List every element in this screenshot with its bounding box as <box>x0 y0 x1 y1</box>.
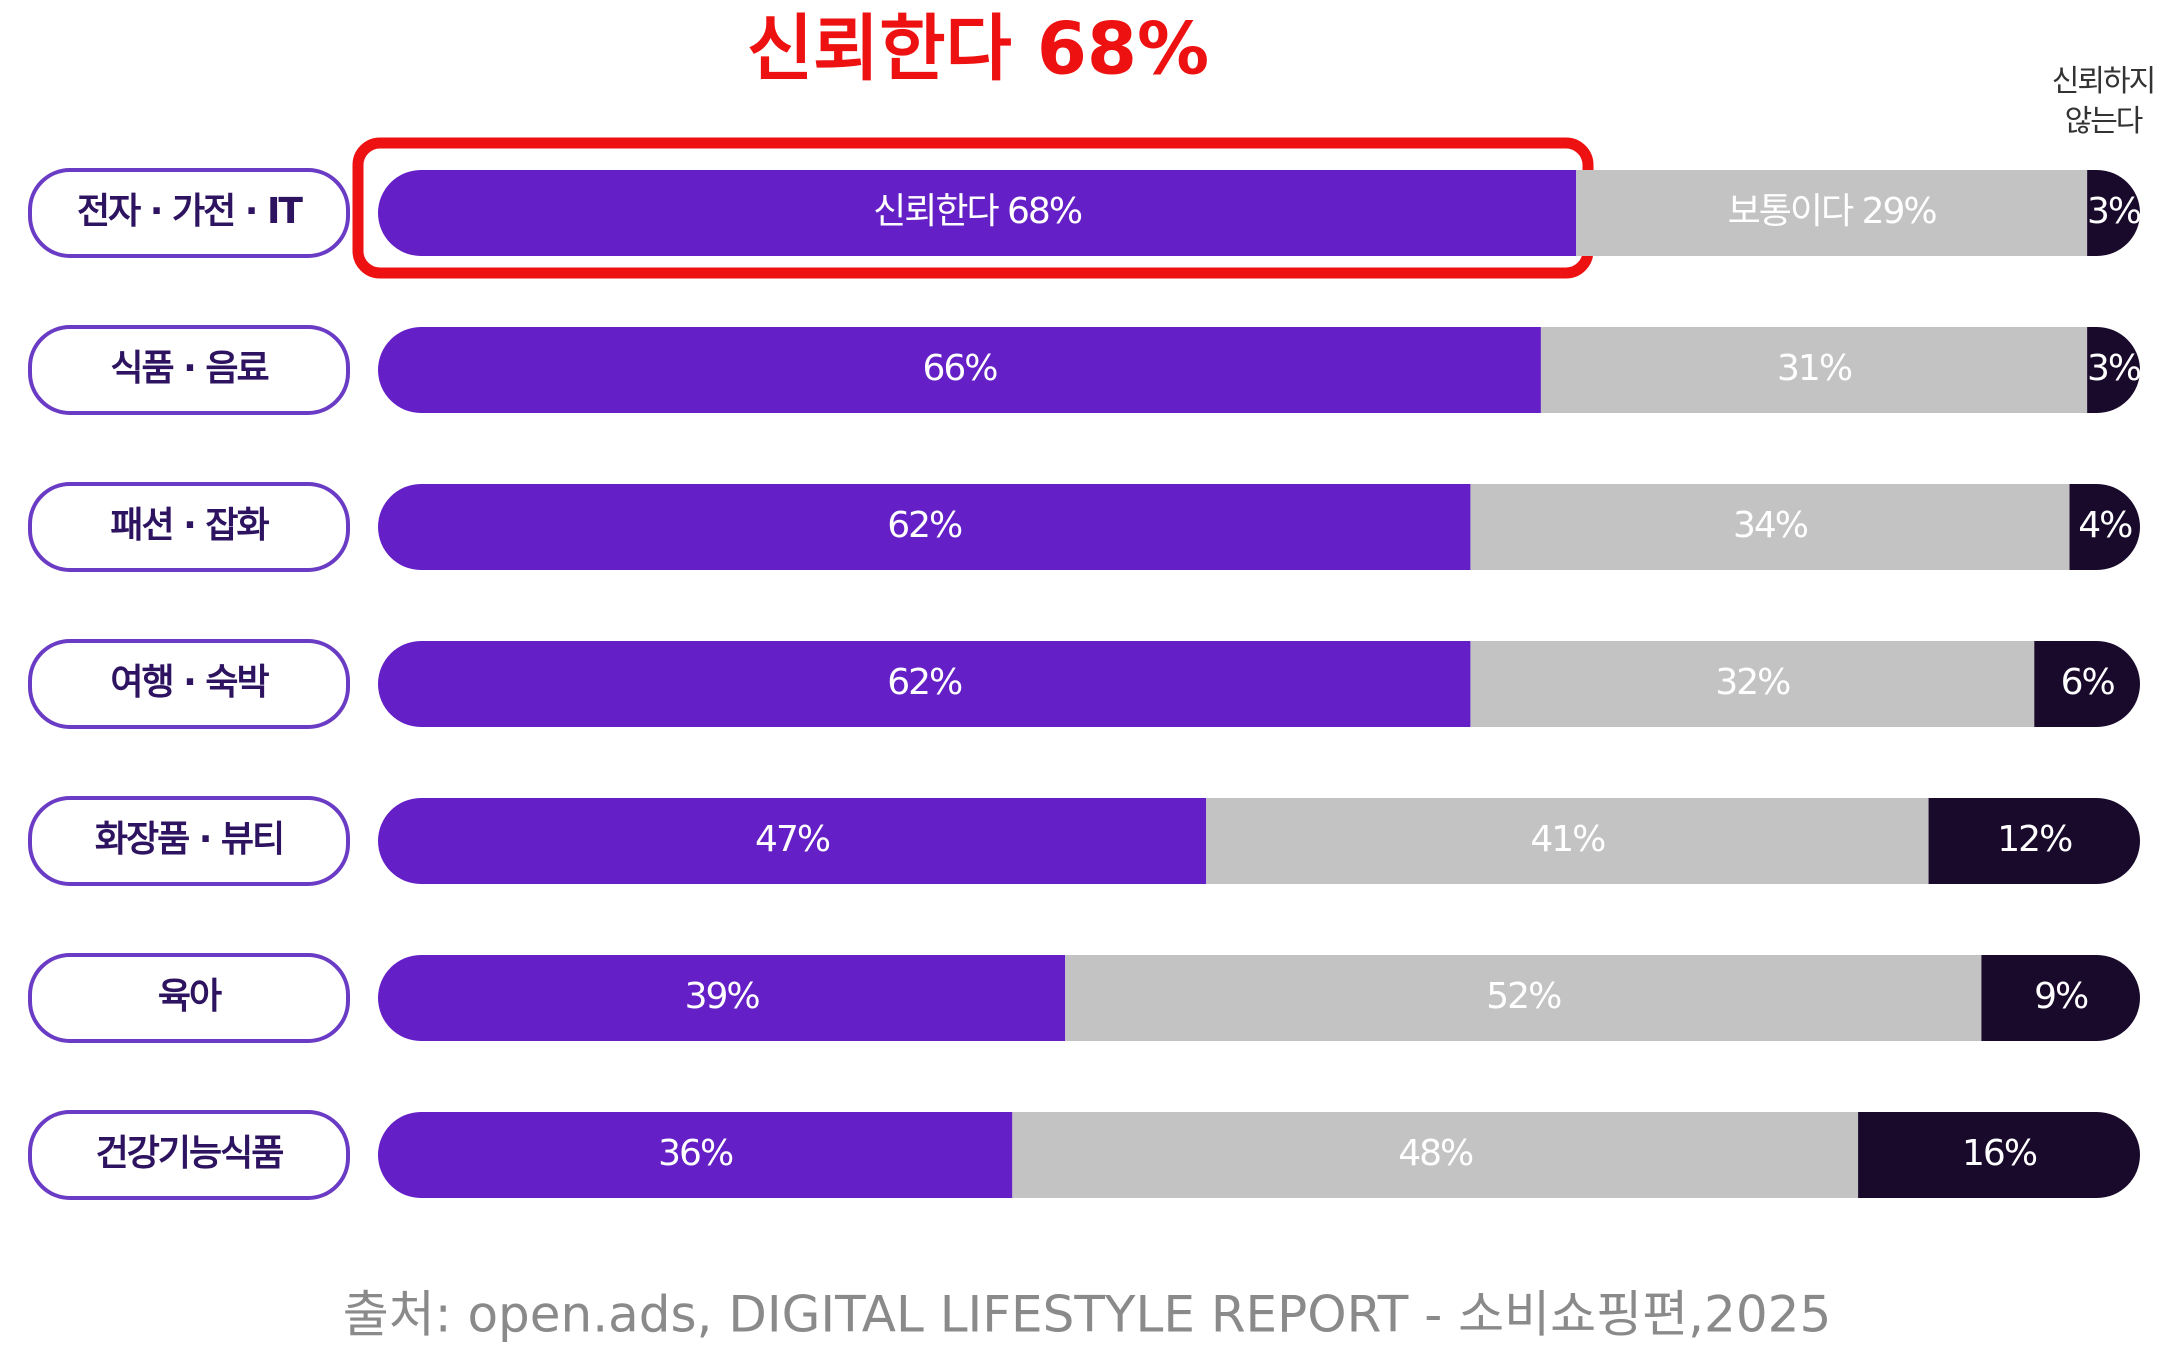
category-pill <box>28 482 350 572</box>
bar-segment <box>1012 1112 1859 1198</box>
category-pill <box>28 168 350 258</box>
value-label: 62% <box>887 505 962 546</box>
bar-segment <box>378 955 1066 1041</box>
bar-row <box>378 955 2140 1041</box>
value-label: 3% <box>2087 191 2141 232</box>
category-pill <box>28 953 350 1043</box>
value-label: 39% <box>685 976 760 1017</box>
category-label: 건강기능식품 <box>96 1133 284 1174</box>
legend-entry: 신뢰하지 않는다 <box>2051 64 2156 139</box>
value-label: 36% <box>658 1133 733 1174</box>
category-label: 패션 · 잡화 <box>110 505 269 546</box>
bar-row <box>378 798 2140 884</box>
bar-segment <box>1858 1112 2140 1198</box>
bar-segment <box>1981 955 2140 1041</box>
value-label: 16% <box>1962 1133 2037 1174</box>
value-label: 6% <box>2061 662 2115 703</box>
category-label: 식품 · 음료 <box>110 348 268 389</box>
chart-title: 신뢰한다 68% <box>747 7 1209 91</box>
bar-segment <box>378 170 1577 256</box>
category-label: 여행 · 숙박 <box>110 662 269 703</box>
category-pill <box>28 1110 350 1200</box>
bar-segment <box>2069 484 2140 570</box>
bar-row <box>378 1112 2140 1198</box>
source: 출처: open.ads, DIGITAL LIFESTYLE REPORT -… <box>343 1286 1832 1344</box>
value-label: 47% <box>755 819 830 860</box>
bar-row <box>378 641 2140 727</box>
bar-row <box>378 484 2140 570</box>
value-label: 52% <box>1486 976 1561 1017</box>
bar-segment <box>1470 484 2070 570</box>
value-label: 4% <box>2078 505 2132 546</box>
bar-segment <box>378 641 1471 727</box>
bar-segment <box>2034 641 2140 727</box>
value-label: 31% <box>1777 348 1852 389</box>
bar-segment <box>1540 327 2088 413</box>
value-label: 66% <box>922 348 997 389</box>
value-label: 보통이다 29% <box>1728 191 1937 232</box>
bar-segment <box>1206 798 1929 884</box>
value-label: 48% <box>1398 1133 1473 1174</box>
value-label: 12% <box>1997 819 2072 860</box>
bar-segment <box>1470 641 2035 727</box>
value-label: 41% <box>1530 819 1605 860</box>
value-label: 3% <box>2087 348 2141 389</box>
bar-segment <box>378 327 1541 413</box>
category-label: 화장품 · 뷰티 <box>95 819 283 860</box>
value-label: 9% <box>2034 976 2088 1017</box>
bar-row <box>378 327 2140 413</box>
bar-segment <box>378 1112 1013 1198</box>
category-pill <box>28 639 350 729</box>
bar-segment <box>1576 170 2088 256</box>
category-pill <box>28 325 350 415</box>
value-label: 신뢰한다 68% <box>873 191 1082 232</box>
bar-segment <box>1928 798 2140 884</box>
value-label: 62% <box>887 662 962 703</box>
value-label: 34% <box>1733 505 1808 546</box>
value-label: 32% <box>1715 662 1790 703</box>
category-label: 전자 · 가전 · IT <box>77 191 303 232</box>
category-label: 육아 <box>158 976 222 1017</box>
bar-segment <box>378 484 1471 570</box>
bar-segment <box>378 798 1207 884</box>
bar-segment <box>1065 955 1982 1041</box>
category-pill <box>28 796 350 886</box>
